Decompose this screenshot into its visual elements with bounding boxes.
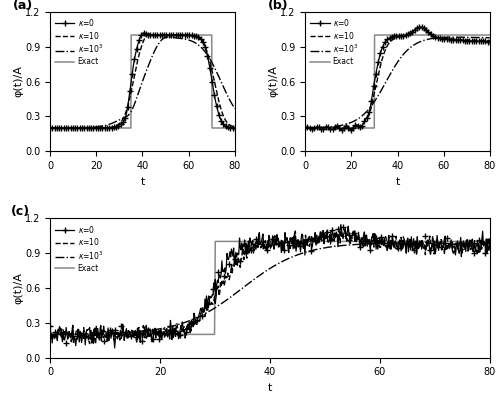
Text: (b): (b) [268, 0, 289, 12]
Y-axis label: φ(t)/A: φ(t)/A [14, 66, 24, 97]
Y-axis label: φ(t)/A: φ(t)/A [268, 66, 278, 97]
Legend: $\kappa$=0, $\kappa$=10, $\kappa$=10$^3$, Exact: $\kappa$=0, $\kappa$=10, $\kappa$=10$^3$… [54, 222, 104, 274]
X-axis label: t: t [396, 176, 400, 187]
Text: (c): (c) [10, 206, 29, 219]
X-axis label: t: t [140, 176, 144, 187]
Y-axis label: φ(t)/A: φ(t)/A [14, 272, 24, 304]
Text: (a): (a) [13, 0, 34, 12]
Legend: $\kappa$=0, $\kappa$=10, $\kappa$=10$^3$, Exact: $\kappa$=0, $\kappa$=10, $\kappa$=10$^3$… [309, 16, 360, 68]
Legend: $\kappa$=0, $\kappa$=10, $\kappa$=10$^3$, Exact: $\kappa$=0, $\kappa$=10, $\kappa$=10$^3$… [54, 16, 104, 68]
X-axis label: t: t [268, 383, 272, 393]
